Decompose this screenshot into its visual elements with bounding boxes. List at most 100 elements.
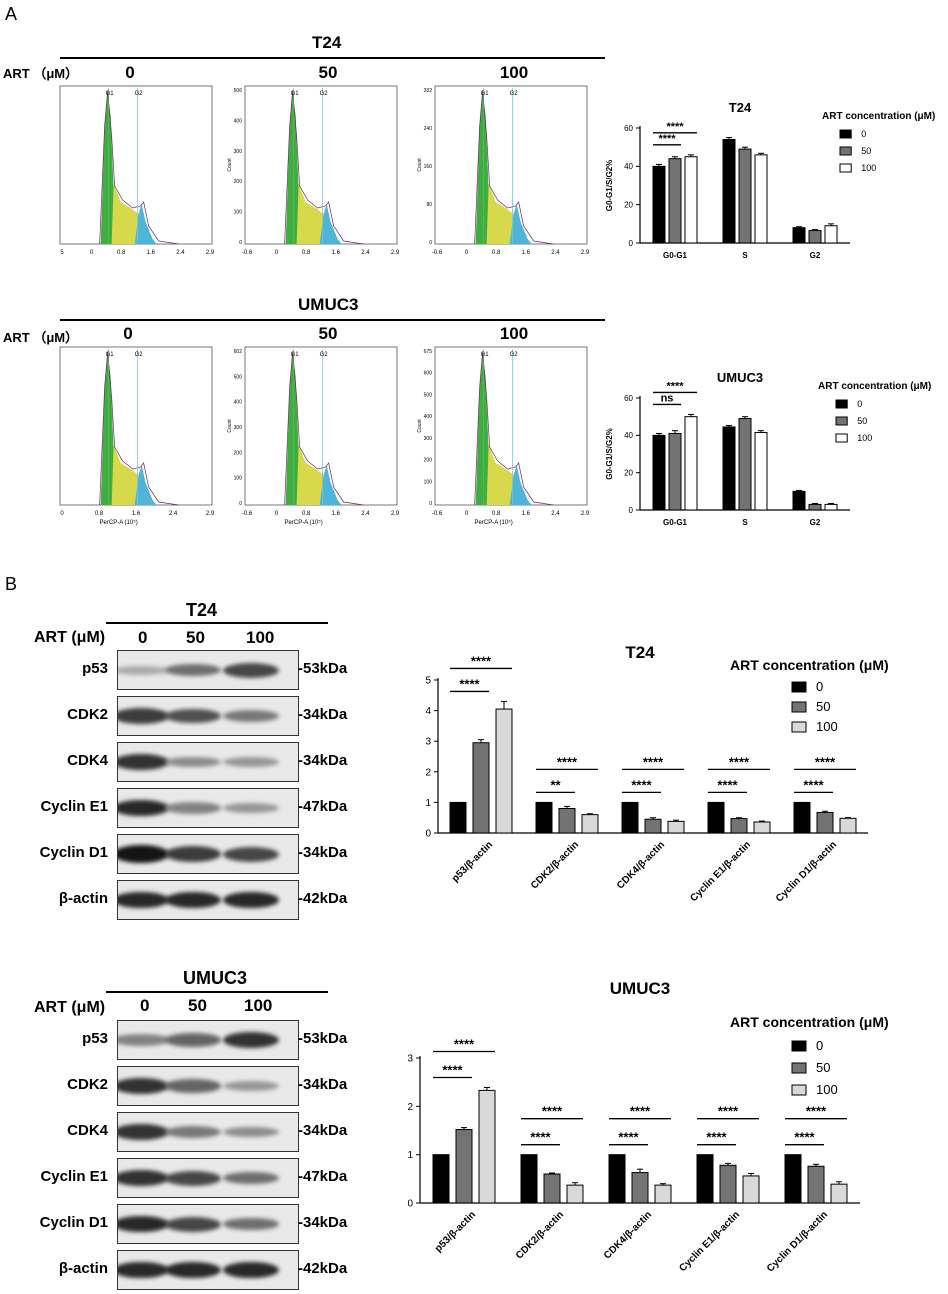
histogram-xtick: 5 xyxy=(60,250,64,256)
chart-western-t24: T24 0 1 2 3 4 5 p53/β-actin CDK2/β-actin CDK4/β-a… xyxy=(425,643,888,904)
histogram-xtick: 2.9 xyxy=(581,250,590,256)
g2-peak xyxy=(134,204,157,244)
wb-band xyxy=(165,802,221,814)
histogram-ytick: 506 xyxy=(234,88,243,94)
wb-art-label-t24: ART (μM) xyxy=(34,629,106,646)
wb-conc-t24-0: 0 xyxy=(138,628,148,647)
legend-label-0: 0 xyxy=(816,679,823,694)
histogram-ytick: 100 xyxy=(424,479,433,485)
wb-strip-cyclin-e1 xyxy=(117,788,299,828)
wb-cell-title-umuc3: UMUC3 xyxy=(183,968,248,988)
wb-band xyxy=(223,891,279,909)
wb-strip-p53 xyxy=(117,1020,299,1060)
legend-label-50: 50 xyxy=(857,416,867,426)
significance-label: ns xyxy=(661,392,674,404)
wb-strip-β-actin xyxy=(117,880,299,920)
wb-band xyxy=(118,799,169,817)
wb-strip-cdk4 xyxy=(117,1112,299,1152)
panel-letter-b: B xyxy=(5,574,18,594)
wb-band xyxy=(165,1033,221,1047)
wb-conc-umuc3-0: 0 xyxy=(140,996,150,1015)
g2-peak xyxy=(134,465,157,505)
bar-100-1 xyxy=(581,814,599,834)
y-tick-label: 20 xyxy=(624,200,633,209)
significance-label: **** xyxy=(666,121,684,133)
histogram-xtick: -0.6 xyxy=(242,250,253,256)
bar-0-0 xyxy=(652,434,666,511)
histogram-ytick: 0 xyxy=(239,240,242,246)
histogram-xtick: 2.9 xyxy=(391,511,400,517)
legend-label-50: 50 xyxy=(816,1060,830,1075)
legend-label-50: 50 xyxy=(816,699,830,714)
g1-gate-label: G1 xyxy=(106,352,115,358)
histogram-xtick: 2.4 xyxy=(169,511,178,517)
histogram-xtick: 0.8 xyxy=(492,511,501,517)
histogram-xtick: 0 xyxy=(275,250,279,256)
bar-0-1 xyxy=(520,1154,538,1204)
significance-label: **** xyxy=(718,1104,739,1119)
x-category-label: S xyxy=(742,251,748,260)
x-category-label: CDK4/β-actin xyxy=(602,1209,654,1261)
histogram-ytick: 675 xyxy=(424,349,433,355)
histogram-xtick: 0.8 xyxy=(117,250,126,256)
histogram-outline xyxy=(99,351,179,506)
legend-label-0: 0 xyxy=(816,1038,823,1053)
g2-peak xyxy=(509,465,532,505)
wb-band xyxy=(118,1077,169,1095)
significance-label: **** xyxy=(815,754,836,769)
histogram-xtick: 0 xyxy=(465,250,469,256)
wb-band xyxy=(165,1079,221,1093)
bar-0-4 xyxy=(793,801,811,834)
histogram-xtick: 2.4 xyxy=(551,511,560,517)
wb-kda-label: -34kDa xyxy=(298,844,348,861)
significance-label: ** xyxy=(550,777,561,792)
wb-kda-label: -34kDa xyxy=(298,1214,348,1231)
bar-50-3 xyxy=(730,818,748,834)
significance-label: **** xyxy=(557,754,578,769)
bar-0-2 xyxy=(608,1154,626,1204)
y-tick-label: 60 xyxy=(624,394,633,403)
significance-label: **** xyxy=(803,777,824,792)
histogram-xtick: -0.6 xyxy=(432,511,443,517)
bar-50-0 xyxy=(472,742,490,834)
bar-0-1 xyxy=(722,139,736,244)
bar-100-0 xyxy=(495,708,513,834)
x-category-label: Cyclin D1/β-actin xyxy=(765,1209,830,1274)
significance-label: **** xyxy=(618,1130,639,1145)
histogram-xtick: 2.9 xyxy=(206,250,215,256)
histogram-xlabel: PerCP-A (10⁵) xyxy=(100,519,138,526)
histogram-xtick: 0.8 xyxy=(95,511,104,517)
bar-0-0 xyxy=(432,1154,450,1204)
bar-0-3 xyxy=(707,801,725,834)
wb-band xyxy=(223,1261,279,1279)
histogram-ytick: 200 xyxy=(234,450,243,456)
bar-100-2 xyxy=(654,1184,672,1204)
wb-band xyxy=(165,708,221,724)
histogram-ytick: 400 xyxy=(234,400,243,406)
flow-cell-title-umuc3: UMUC3 xyxy=(298,295,359,314)
bar-50-0 xyxy=(455,1129,473,1204)
legend-title: ART concentration (μM) xyxy=(818,381,931,392)
bar-0-1 xyxy=(722,426,736,511)
bar-100-1 xyxy=(566,1184,584,1204)
flow-conc-t24-50: 50 xyxy=(318,63,338,82)
significance-label: **** xyxy=(658,133,676,145)
flow-cell-title-t24: T24 xyxy=(312,33,342,52)
histogram-xtick: 0 xyxy=(90,250,94,256)
bar-50-2 xyxy=(808,503,822,511)
histogram-ytick: 160 xyxy=(424,164,433,170)
chart-title: UMUC3 xyxy=(717,370,763,385)
bar-50-1 xyxy=(543,1173,561,1204)
significance-label: **** xyxy=(706,1130,727,1145)
histogram-ytick: 300 xyxy=(424,436,433,442)
histogram-xtick: 2.4 xyxy=(361,250,370,256)
flow-art-label-t24: ART （μM） xyxy=(3,66,79,81)
wb-kda-label: -53kDa xyxy=(298,660,348,677)
significance-label: **** xyxy=(454,1036,475,1051)
flow-histograms: G1 G25 0 0.8 1.6 2.4 2.9G1 G25064003002001000-0… xyxy=(59,85,590,526)
x-category-label: CDK2/β-actin xyxy=(529,839,581,891)
wb-band xyxy=(223,802,279,814)
wb-conc-t24-100: 100 xyxy=(246,628,275,647)
g1-gate-label: G1 xyxy=(291,352,300,358)
